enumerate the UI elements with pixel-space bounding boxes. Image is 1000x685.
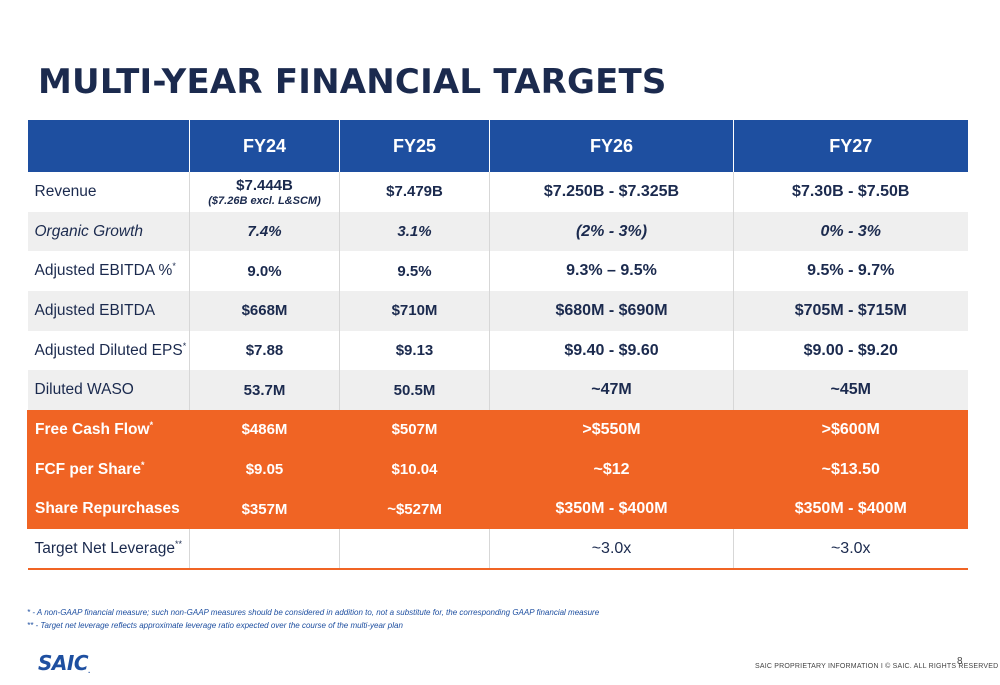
cell-fy26: $680M - $690M (489, 291, 734, 331)
table-row-adjusted-ebitda-pct: Adjusted EBITDA %* 9.0% 9.5% 9.3% – 9.5%… (27, 251, 968, 292)
table-row-share-repurchases: Share Repurchases $357M ~$527M $350M - $… (27, 489, 968, 530)
cell-fy26: $7.250B - $7.325B (489, 172, 734, 212)
cell-fy25: $7.479B (339, 172, 490, 212)
cell-fy27: 9.5% - 9.7% (733, 251, 968, 292)
cell-fy25 (339, 529, 490, 570)
cell-fy27: $705M - $715M (733, 291, 968, 331)
cell-fy25: ~$527M (339, 489, 490, 530)
cell-fy27: 0% - 3% (733, 211, 968, 252)
cell-fy25: 50.5M (339, 370, 490, 411)
cell-fy26: ~47M (489, 370, 734, 411)
table-row-organic-growth: Organic Growth 7.4% 3.1% (2% - 3%) 0% - … (27, 211, 968, 252)
footer-proprietary: SAIC PROPRIETARY INFORMATION I © SAIC. A… (755, 663, 999, 670)
cell-fy25: $9.13 (339, 330, 490, 371)
cell-fy27: >$600M (733, 410, 968, 450)
cell-fy25: 9.5% (339, 251, 490, 292)
header-fy25: FY25 (339, 120, 490, 172)
table-row-diluted-waso: Diluted WASO 53.7M 50.5M ~47M ~45M (27, 370, 968, 411)
row-label: Diluted WASO (34, 381, 134, 399)
table-row-free-cash-flow: Free Cash Flow* $486M $507M >$550M >$600… (27, 410, 968, 450)
table-header-row: FY24 FY25 FY26 FY27 (27, 120, 968, 172)
table-row-adjusted-ebitda: Adjusted EBITDA $668M $710M $680M - $690… (27, 291, 968, 331)
cell-fy26: 9.3% – 9.5% (489, 251, 734, 292)
cell-fy26: ~3.0x (489, 529, 734, 570)
financial-targets-table: FY24 FY25 FY26 FY27 Revenue $7.444B ($7.2… (27, 120, 968, 570)
cell-fy27: $7.30B - $7.50B (733, 172, 968, 212)
cell-fy26: (2% - 3%) (489, 211, 734, 252)
table-row-fcf-per-share: FCF per Share* $9.05 $10.04 ~$12 ~$13.50 (27, 449, 968, 490)
cell-note: ($7.26B excl. L&SCM) (208, 194, 321, 207)
cell-fy25: 3.1% (339, 211, 490, 252)
cell-fy24: 53.7M (189, 370, 340, 411)
saic-logo: SAIC. (38, 651, 90, 675)
cell-fy25: $507M (339, 410, 490, 450)
row-label: Revenue (34, 182, 97, 200)
cell-fy26: $9.40 - $9.60 (489, 330, 734, 371)
footnotes: * - A non-GAAP financial measure; such n… (27, 606, 599, 632)
cell-fy27: ~$13.50 (733, 449, 968, 490)
cell-fy24: $9.05 (189, 449, 340, 490)
cell-fy24: $668M (189, 291, 340, 331)
row-label: Free Cash Flow* (27, 410, 190, 450)
cell-fy25: $10.04 (339, 449, 490, 490)
cell-fy27: $9.00 - $9.20 (733, 330, 968, 371)
row-label: Adjusted Diluted EPS* (34, 340, 187, 359)
table-row-revenue: Revenue $7.444B ($7.26B excl. L&SCM) $7.4… (27, 172, 968, 212)
cell-fy27: ~3.0x (733, 529, 968, 570)
footnote-non-gaap: * - A non-GAAP financial measure; such n… (27, 608, 600, 617)
page-number: 8 (957, 656, 963, 667)
table-row-adjusted-diluted-eps: Adjusted Diluted EPS* $7.88 $9.13 $9.40 … (27, 330, 968, 371)
cell-fy24: $357M (189, 489, 340, 530)
cell-fy24: $7.88 (189, 330, 340, 371)
cell-fy24 (189, 529, 340, 570)
row-label: Adjusted EBITDA %* (34, 261, 176, 280)
cell-fy24: $7.444B ($7.26B excl. L&SCM) (189, 172, 340, 212)
header-fy27: FY27 (733, 120, 968, 172)
cell-fy25: $710M (339, 291, 490, 331)
row-label: Target Net Leverage** (27, 529, 190, 570)
row-label: FCF per Share* (27, 449, 190, 490)
cell-fy24: 7.4% (189, 211, 340, 252)
cell-fy26: $350M - $400M (489, 489, 734, 530)
cell-fy27: $350M - $400M (733, 489, 968, 530)
cell-fy26: >$550M (489, 410, 734, 450)
footnote-net-leverage: ** - Target net leverage reflects approx… (27, 621, 403, 630)
cell-fy26: ~$12 (489, 449, 734, 490)
page-title: MULTI-YEAR FINANCIAL TARGETS (38, 62, 667, 102)
header-empty (28, 120, 190, 172)
row-label: Share Repurchases (27, 489, 190, 530)
row-label: Organic Growth (34, 222, 144, 240)
cell-fy27: ~45M (733, 370, 968, 411)
header-fy24: FY24 (189, 120, 340, 172)
cell-fy24: 9.0% (189, 251, 340, 292)
cell-fy24: $486M (189, 410, 340, 450)
row-label: Adjusted EBITDA (34, 301, 156, 319)
header-fy26: FY26 (489, 120, 734, 172)
table-row-target-net-leverage: Target Net Leverage** ~3.0x ~3.0x (27, 529, 968, 570)
